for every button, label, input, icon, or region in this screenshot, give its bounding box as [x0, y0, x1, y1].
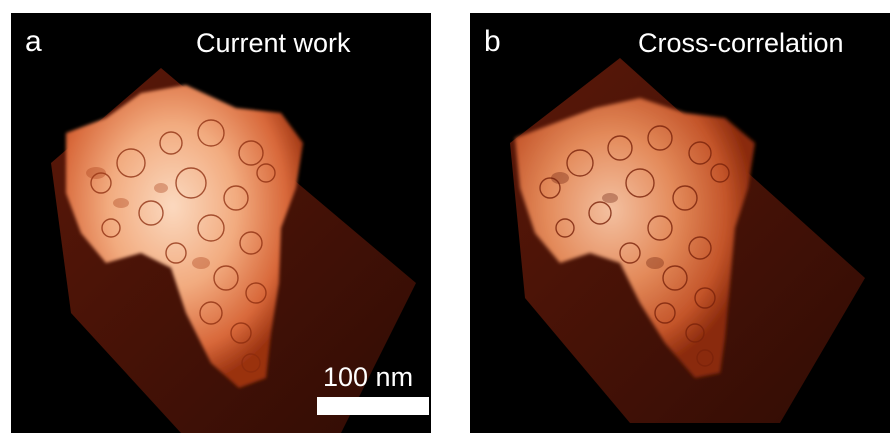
scale-bar: [317, 397, 429, 415]
panel-title: Cross-correlation: [638, 28, 844, 58]
tomogram-render-a: [51, 68, 416, 433]
nanoparticle: [515, 98, 755, 378]
panel-a: a Current work 100 nm: [11, 13, 431, 433]
panel-letter: b: [484, 25, 501, 58]
tomogram-render-b: [510, 58, 865, 423]
nanoparticle: [66, 85, 303, 388]
panel-letter: a: [25, 25, 42, 58]
panel-title: Current work: [196, 28, 351, 58]
panel-b: b Cross-correlation: [470, 13, 890, 433]
scale-bar-label: 100 nm: [323, 362, 414, 392]
